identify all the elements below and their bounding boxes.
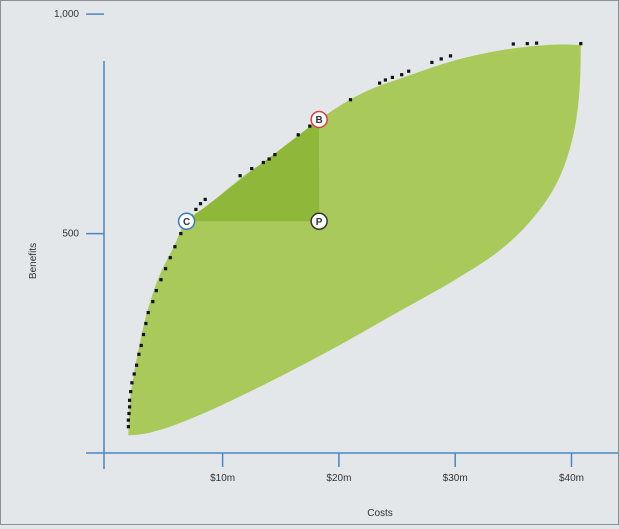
frontier-point	[238, 174, 242, 178]
frontier-point	[267, 157, 271, 161]
feasible-region	[128, 44, 581, 436]
frontier-point	[390, 75, 394, 79]
frontier-point	[400, 73, 404, 77]
x-tick-label: $40m	[559, 473, 584, 484]
frontier-point	[128, 398, 132, 402]
x-tick-label: $20m	[326, 473, 351, 484]
frontier-point	[126, 425, 130, 429]
frontier-point	[146, 311, 150, 315]
frontier-point	[129, 390, 133, 394]
frontier-point	[525, 42, 529, 46]
frontier-point	[126, 418, 130, 422]
frontier-point	[296, 133, 300, 137]
marker-circle	[177, 212, 196, 231]
frontier-point	[261, 160, 265, 165]
frontier-point	[179, 232, 183, 236]
marker-letter: B	[316, 115, 323, 126]
frontier-point	[448, 54, 453, 58]
frontier-point	[139, 343, 143, 348]
marker-circle	[310, 212, 328, 231]
frontier-point	[203, 197, 207, 201]
y-tick-label: 1,000	[54, 9, 79, 20]
frontier-point	[273, 153, 277, 157]
frontier-point	[168, 256, 172, 260]
frontier-point	[579, 42, 583, 46]
frontier-point	[141, 332, 146, 337]
frontier-point	[378, 81, 382, 85]
frontier-point	[511, 42, 515, 46]
frontier-point	[439, 57, 443, 61]
marker-b: B	[310, 110, 328, 129]
frontier-point	[407, 69, 411, 73]
frontier-point	[164, 267, 168, 271]
frontier-point	[137, 352, 141, 356]
frontier-point	[430, 60, 434, 64]
frontier-point	[383, 78, 387, 82]
frontier-point	[151, 300, 155, 304]
frontier-point	[194, 207, 198, 211]
y-tick-label: 500	[62, 229, 79, 240]
marker-letter: C	[183, 217, 190, 228]
x-tick-label: $30m	[443, 473, 468, 484]
frontier-point	[144, 321, 148, 326]
frontier-point	[154, 289, 158, 293]
frontier-point	[127, 411, 131, 416]
frontier-point	[198, 202, 203, 206]
frontier-point	[132, 372, 136, 376]
marker-layer: C B P	[177, 110, 328, 231]
marker-circle	[310, 110, 328, 129]
frontier-point	[308, 124, 312, 128]
marker-c: C	[177, 212, 196, 231]
y-axis-title: Benefits	[28, 243, 39, 279]
frontier-point	[348, 98, 353, 102]
frontier-point	[128, 405, 132, 409]
points-layer	[126, 41, 583, 429]
frontier-point	[250, 167, 254, 171]
x-tick-label: $10m	[210, 473, 235, 484]
region-layer	[128, 44, 581, 436]
frontier-point	[130, 381, 134, 385]
frontier-point	[135, 363, 139, 367]
frontier-point	[173, 245, 177, 249]
marker-letter: P	[316, 217, 323, 228]
dominance-triangle	[186, 119, 320, 222]
frontier-point	[159, 278, 163, 282]
frontier-point	[535, 41, 539, 45]
axis-layer: 500 1,000 $10m $20m $30m $40m	[54, 9, 618, 484]
marker-p: P	[310, 212, 328, 231]
x-axis-title: Costs	[367, 508, 393, 519]
